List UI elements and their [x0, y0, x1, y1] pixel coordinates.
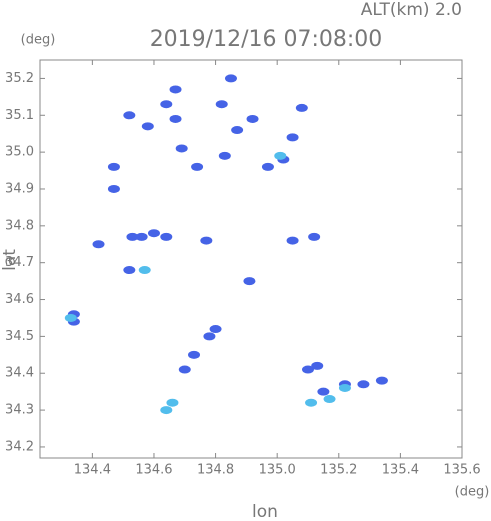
y-tick-label: 35.1 [5, 108, 34, 123]
x-axis-label: lon [252, 502, 278, 521]
x-tick-label: 134.8 [197, 463, 234, 478]
echo [160, 406, 173, 415]
echo [138, 266, 151, 275]
echo [357, 380, 370, 389]
echo [92, 240, 105, 249]
echo [126, 232, 139, 241]
y-tick-label: 34.3 [5, 403, 34, 418]
echo [215, 100, 228, 109]
y-unit: (deg) [21, 33, 56, 48]
echo [169, 85, 182, 94]
echo [123, 111, 136, 120]
chart-title: 2019/12/16 07:08:00 [150, 27, 383, 52]
echo [308, 232, 321, 241]
echo [178, 365, 191, 374]
echo [141, 122, 154, 131]
echo [243, 277, 256, 286]
y-tick-label: 34.5 [5, 329, 34, 344]
echo [301, 365, 314, 374]
echo [160, 232, 173, 241]
echo [224, 74, 237, 83]
y-tick-label: 34.6 [5, 292, 34, 307]
x-unit: (deg) [455, 485, 490, 500]
y-tick-label: 34.9 [5, 181, 34, 196]
echo [175, 144, 188, 153]
echo [286, 236, 299, 245]
echo [107, 162, 120, 171]
y-tick-label: 35.0 [5, 145, 34, 160]
echo [261, 162, 274, 171]
x-tick-label: 134.6 [135, 463, 172, 478]
echo [246, 114, 259, 123]
echo [375, 376, 388, 385]
echo [200, 236, 213, 245]
echo [147, 229, 160, 238]
x-tick-label: 135.2 [320, 463, 357, 478]
plot-frame [39, 59, 463, 459]
x-tick-label: 135.4 [382, 463, 419, 478]
x-tick-label: 135.0 [259, 463, 296, 478]
echo [64, 313, 77, 322]
echo [311, 361, 324, 370]
x-tick-label: 134.4 [74, 463, 111, 478]
y-tick-label: 34.7 [5, 255, 34, 270]
echo [338, 383, 351, 392]
echo [166, 398, 179, 407]
echo [323, 395, 336, 404]
echo [286, 133, 299, 142]
echo [188, 350, 201, 359]
echo [274, 151, 287, 160]
echo [218, 151, 231, 160]
y-tick-label: 34.8 [5, 218, 34, 233]
echo [305, 398, 318, 407]
echo [203, 332, 216, 341]
echo [160, 100, 173, 109]
x-tick-label: 135.6 [443, 463, 480, 478]
echo [295, 103, 308, 112]
y-tick-label: 34.2 [5, 439, 34, 454]
echo [231, 126, 244, 135]
echo [317, 387, 330, 396]
echo [123, 266, 136, 275]
echo [135, 232, 148, 241]
echo [191, 162, 204, 171]
y-tick-label: 34.4 [5, 366, 34, 381]
y-axis-label: lat [0, 249, 20, 271]
echo [209, 325, 222, 334]
echo [169, 114, 182, 123]
echo [107, 184, 120, 193]
subtitle: ALT(km) 2.0 [361, 0, 462, 20]
y-tick-label: 35.2 [5, 71, 34, 86]
